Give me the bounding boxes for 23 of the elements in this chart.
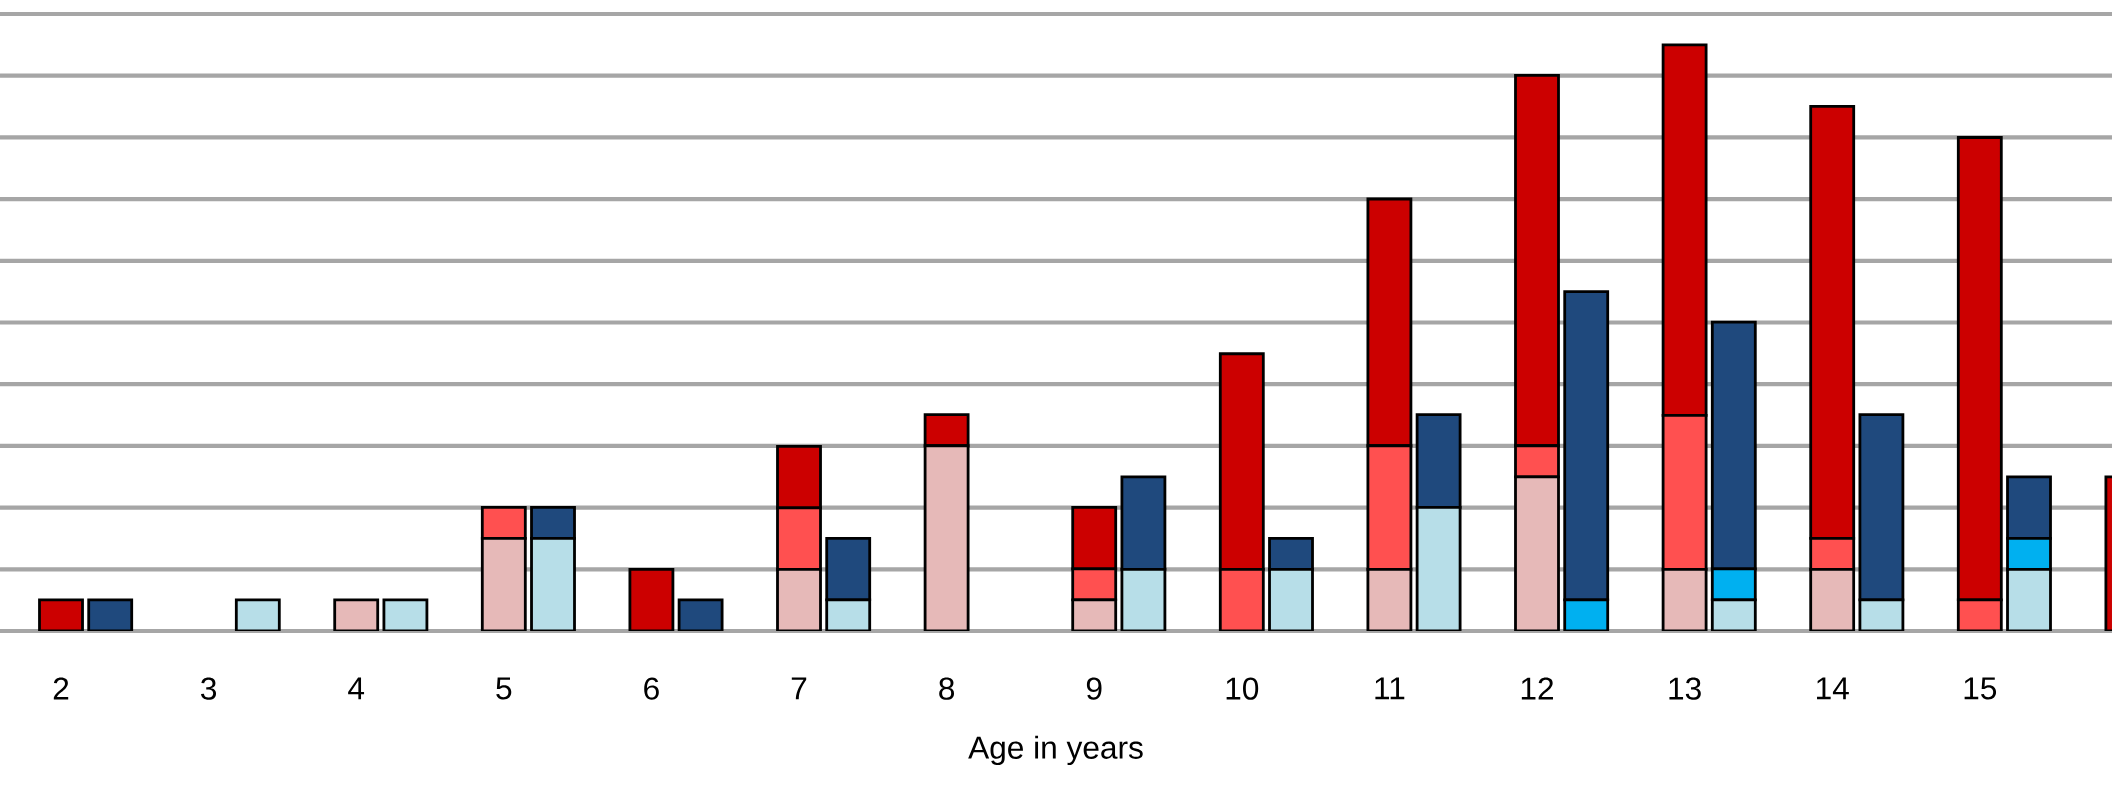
bar — [1514, 475, 1560, 632]
bar — [1071, 567, 1118, 602]
bar — [480, 505, 527, 540]
bar — [628, 568, 675, 632]
x-axis-title: Age in years — [968, 735, 1143, 766]
x-tick-label: 11 — [1375, 677, 1405, 700]
x-tick-label: 5 — [496, 677, 512, 700]
bar — [382, 598, 429, 632]
x-tick-label: 14 — [1817, 677, 1849, 700]
x-tick-label: 8 — [939, 677, 955, 700]
x-tick-label: 3 — [201, 677, 217, 700]
x-tick-label: 7 — [791, 677, 807, 700]
bar — [1366, 568, 1413, 632]
x-tick-label: 12 — [1521, 677, 1553, 700]
x-tick-label: 15 — [1964, 677, 1997, 700]
bar — [234, 598, 281, 632]
bar — [776, 506, 822, 571]
x-tick-label: 10 — [1226, 677, 1259, 700]
x-tick-label: 2 — [53, 677, 69, 700]
x-tick-label: 13 — [1669, 677, 1701, 700]
x-tick-label: 9 — [1086, 677, 1102, 700]
x-tick-label: 6 — [644, 677, 659, 700]
x-tick-label: 4 — [348, 677, 365, 700]
